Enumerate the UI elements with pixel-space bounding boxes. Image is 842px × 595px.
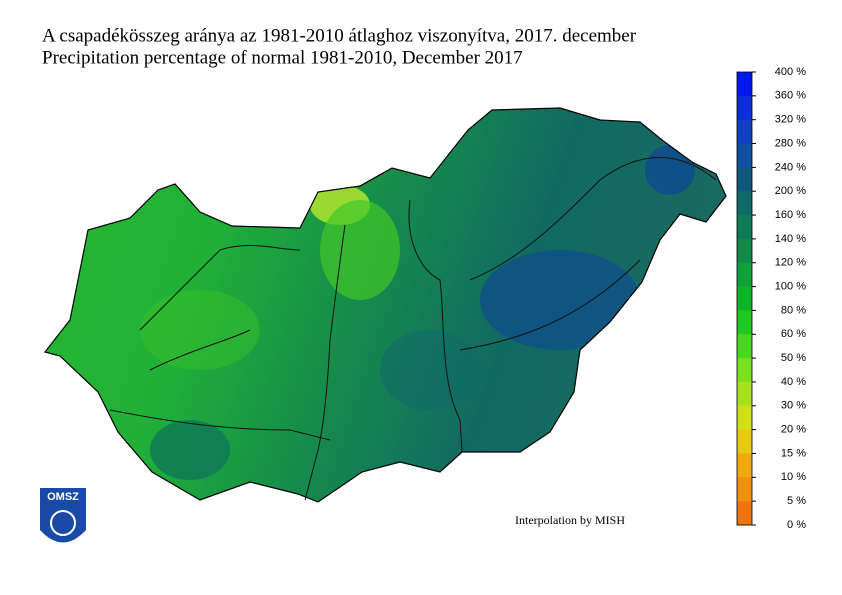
legend-swatch	[737, 381, 752, 407]
legend-swatch	[737, 453, 752, 478]
logo: OMSZ	[40, 488, 86, 543]
legend-label: 30 %	[781, 400, 806, 412]
legend-label: 280 %	[775, 137, 806, 149]
legend-label: 400 %	[775, 66, 806, 78]
legend-label: 100 %	[775, 280, 806, 292]
legend: 400 % 360 % 320 % 280 % 240 % 200 % 160 % 140 %…	[736, 66, 806, 531]
legend-swatch	[737, 262, 752, 288]
legend-label: 60 %	[781, 328, 806, 340]
legend-swatch	[737, 405, 752, 431]
credit: Interpolation by MISH	[515, 513, 625, 527]
logo-text: OMSZ	[47, 491, 79, 503]
legend-swatch	[737, 119, 752, 145]
legend-swatch	[737, 167, 752, 192]
legend-label: 160 %	[775, 209, 806, 221]
legend-label: 5 %	[787, 495, 806, 507]
legend-swatch	[737, 358, 752, 383]
legend-frame	[736, 71, 753, 526]
legend-swatch	[737, 191, 752, 216]
title-hu: A csapadékösszeg aránya az 1981-2010 átl…	[42, 25, 637, 46]
legend-swatch	[737, 310, 752, 335]
legend-label: 0 %	[787, 519, 806, 531]
legend-swatch	[737, 215, 752, 240]
legend-label: 10 %	[781, 471, 806, 483]
title-en: Precipitation percentage of normal 1981-…	[42, 47, 523, 68]
legend-swatch	[737, 429, 752, 454]
legend-swatch	[737, 143, 752, 168]
legend-swatch	[737, 95, 752, 121]
legend-swatch	[737, 238, 752, 264]
legend-label: 20 %	[781, 424, 806, 436]
legend-label: 40 %	[781, 376, 806, 388]
legend-swatch	[737, 286, 752, 311]
legend-label: 80 %	[781, 304, 806, 316]
legend-label: 15 %	[781, 447, 806, 459]
legend-label: 140 %	[775, 233, 806, 245]
map-fill	[45, 108, 726, 502]
rivers-borders	[109, 157, 717, 501]
legend-swatch	[737, 72, 752, 97]
legend-label: 50 %	[781, 352, 806, 364]
legend-swatch	[737, 477, 752, 502]
legend-swatch	[737, 501, 752, 526]
legend-label: 320 %	[775, 114, 806, 126]
legend-label: 120 %	[775, 257, 806, 269]
legend-label: 240 %	[775, 161, 806, 173]
legend-label: 360 %	[775, 90, 806, 102]
legend-label: 200 %	[775, 185, 806, 197]
legend-swatch	[737, 334, 752, 359]
